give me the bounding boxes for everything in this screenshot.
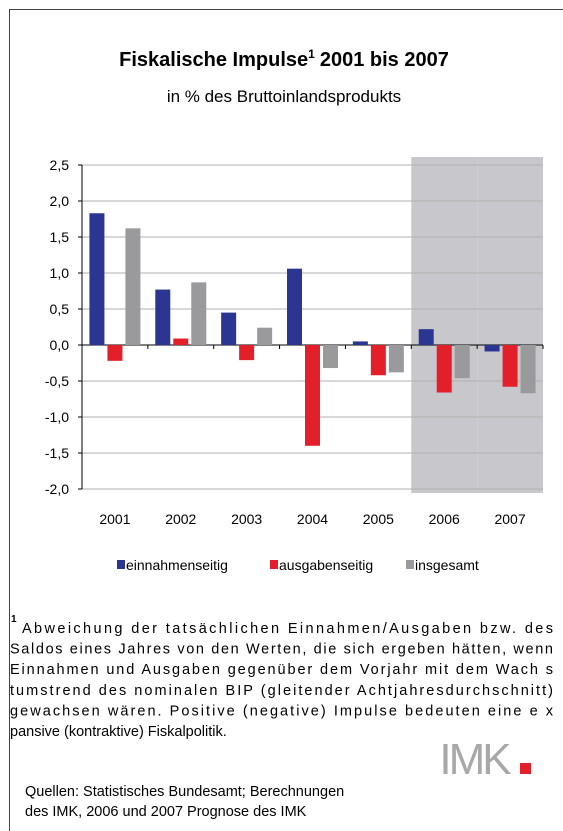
bar — [502, 345, 518, 387]
source-line: des IMK, 2006 und 2007 Prognose des IMK — [25, 804, 307, 820]
x-tick-label: 2005 — [363, 511, 394, 527]
footnote-line: pansive (kontraktive) Fiskalpolitik. — [10, 724, 227, 740]
bar — [484, 345, 500, 352]
title-main: Fiskalische Impulse — [119, 49, 308, 71]
chart-subtitle: in % des Bruttoinlandsprodukts — [167, 87, 401, 106]
bar — [388, 345, 404, 373]
footnote-line: Saldos eines Jahres von den Werten, die … — [10, 642, 553, 658]
bar — [107, 345, 123, 361]
x-tick-label: 2007 — [494, 511, 525, 527]
footnote-mark: 1 — [11, 614, 17, 625]
forecast-shade — [477, 157, 543, 493]
bar — [173, 338, 189, 345]
forecast-shade — [411, 157, 478, 493]
legend-label: einnahmenseitig — [126, 557, 228, 573]
bar — [436, 345, 452, 393]
y-tick-label: -0,5 — [45, 373, 69, 389]
bar — [221, 312, 237, 345]
bar — [323, 345, 338, 369]
y-tick-label: 1,5 — [50, 229, 70, 245]
legend-swatch — [406, 560, 414, 569]
legend-swatch — [117, 560, 125, 569]
y-tick-label: -1,0 — [45, 409, 69, 425]
bar — [125, 228, 141, 345]
footnote-line: gewachsen wären. Positive (negative) Imp… — [10, 703, 554, 719]
y-tick-label: 1,0 — [50, 265, 70, 281]
source-line: Quellen: Statistisches Bundesamt; Berech… — [25, 784, 344, 800]
legend-swatch — [270, 560, 278, 569]
y-tick-label: 2,0 — [50, 193, 70, 209]
x-tick-label: 2002 — [165, 511, 196, 527]
title-suffix: 2001 bis 2007 — [320, 49, 449, 71]
bar — [239, 345, 255, 361]
y-tick-label: 0,0 — [50, 337, 70, 353]
x-tick-label: 2001 — [99, 511, 130, 527]
title-mark: 1 — [308, 47, 315, 61]
bar — [155, 289, 171, 345]
bar — [287, 268, 302, 345]
bar — [89, 213, 105, 345]
chart-title: Fiskalische Impulse1 2001 bis 2007 — [119, 47, 449, 71]
x-tick-label: 2003 — [231, 511, 262, 527]
legend-label: insgesamt — [415, 557, 479, 573]
y-tick-label: 2,5 — [50, 157, 70, 173]
footnote-line: tumstrend des nominalen BIP (gleitender … — [10, 683, 553, 699]
y-tick-label: -1,5 — [45, 445, 69, 461]
bar — [520, 345, 536, 394]
bar — [191, 282, 207, 345]
footnote-line: Einnahmen und Ausgaben gegenüber dem Vor… — [10, 662, 553, 678]
bar — [370, 345, 386, 376]
y-tick-label: -2,0 — [45, 481, 69, 497]
bar — [257, 327, 273, 345]
frame — [9, 9, 563, 831]
bar — [418, 329, 434, 345]
x-tick-label: 2006 — [429, 511, 460, 527]
legend-label: ausgabenseitig — [279, 557, 373, 573]
logo-text: IMK — [439, 735, 511, 784]
footnote-line: Abweichung der tatsächlichen Einnahmen/A… — [22, 621, 553, 637]
x-tick-label: 2004 — [297, 511, 328, 527]
logo-square — [520, 763, 531, 774]
y-tick-label: 0,5 — [50, 301, 70, 317]
bar — [305, 345, 320, 446]
bar — [454, 345, 470, 379]
bar — [352, 341, 368, 345]
